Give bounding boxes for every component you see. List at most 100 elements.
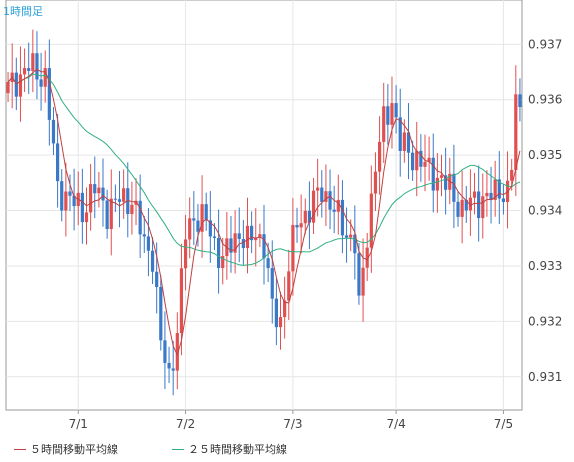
candle-body (142, 234, 146, 237)
candle-body (439, 175, 444, 178)
ma5-line (7, 68, 521, 357)
y-tick-label: 0.932 (528, 314, 562, 328)
candle-body (357, 253, 361, 296)
candle-body (270, 268, 274, 299)
candle-body (353, 234, 357, 254)
candle-body (266, 258, 270, 269)
candle-body (287, 271, 291, 301)
candle-body (250, 225, 254, 241)
candle-body (456, 201, 460, 217)
candle-body (212, 236, 217, 238)
candle-body (146, 236, 151, 251)
candle-body (460, 199, 464, 217)
candle-body (316, 187, 320, 191)
candle-body (183, 239, 188, 269)
candle-body (31, 53, 35, 71)
candle-body (411, 152, 415, 171)
candle-body (72, 195, 76, 207)
candle-body (175, 333, 179, 371)
candle-body (80, 192, 84, 223)
candle-body (518, 94, 522, 108)
candle-body (93, 184, 97, 194)
candle-body (431, 157, 435, 191)
candle-body (497, 179, 501, 199)
candle-body (402, 132, 406, 151)
candle-body (344, 235, 349, 238)
candle-body (192, 218, 196, 221)
candle-body (415, 150, 419, 171)
candle-body (56, 143, 60, 182)
candle-body (365, 247, 369, 268)
candle-body (204, 204, 208, 221)
candle-body (163, 340, 167, 363)
candle-body (159, 287, 163, 341)
legend-item-ma25: ２５時間移動平均線 (172, 441, 287, 457)
candle-body (233, 233, 237, 253)
y-tick-label: 0.937 (528, 37, 562, 51)
candle-body (489, 192, 493, 200)
candle-body (427, 157, 431, 162)
candle-body (303, 210, 307, 224)
candle-body (361, 267, 365, 296)
candle-body (22, 68, 27, 75)
candle-body (307, 210, 312, 223)
candle-body (514, 94, 518, 170)
y-tick-label: 0.933 (528, 259, 562, 273)
x-tick-label: 7/3 (283, 417, 302, 431)
candle-body (229, 238, 233, 253)
candle-body (35, 53, 39, 80)
legend-item-ma5: ５時間移動平均線 (14, 441, 118, 457)
candle-body (283, 300, 287, 318)
ma25-line (7, 73, 521, 266)
candle-body (373, 171, 378, 194)
legend: ５時間移動平均線 ２５時間移動平均線 (0, 437, 574, 459)
candle-body (138, 200, 142, 235)
candle-body (167, 362, 171, 369)
candle-body (171, 368, 175, 371)
candle-body (126, 188, 130, 215)
candle-body (324, 191, 328, 202)
candle-body (47, 68, 51, 120)
candle-body (493, 179, 497, 200)
candle-body (122, 188, 126, 202)
candle-body (423, 161, 427, 167)
candle-body (258, 234, 262, 238)
candle-body (113, 198, 117, 200)
candle-body (349, 234, 353, 238)
candle-body (97, 187, 101, 194)
candle-body (39, 79, 43, 87)
candle-body (386, 106, 390, 125)
candle-body (179, 268, 184, 334)
legend-swatch-ma25 (172, 448, 184, 450)
legend-swatch-ma5 (14, 448, 26, 450)
candle-body (27, 68, 31, 71)
candle-body (464, 199, 468, 211)
candle-body (6, 82, 10, 94)
candle-body (481, 196, 485, 219)
candle-body (241, 239, 245, 249)
candle-body (328, 191, 332, 210)
candle-body (320, 187, 324, 202)
candle-body (196, 220, 200, 232)
candle-body (336, 199, 340, 212)
candle-body (369, 193, 373, 248)
candle-body (237, 233, 241, 240)
x-tick-label: 7/5 (494, 417, 513, 431)
candle-body (485, 192, 489, 197)
candle-body (14, 72, 18, 97)
candle-body (117, 199, 122, 202)
y-tick-label: 0.934 (528, 204, 562, 218)
legend-label-ma5: ５時間移動平均線 (30, 443, 118, 456)
y-tick-label: 0.935 (528, 148, 562, 162)
candle-body (311, 190, 316, 223)
candle-body (101, 187, 105, 201)
candle-body (262, 234, 266, 259)
candle-body (332, 209, 336, 212)
candle-body (398, 117, 402, 151)
candle-body (130, 204, 134, 215)
candle-body (291, 224, 295, 272)
x-tick-label: 7/2 (176, 417, 195, 431)
candle-body (394, 103, 398, 118)
candle-body (299, 223, 303, 228)
